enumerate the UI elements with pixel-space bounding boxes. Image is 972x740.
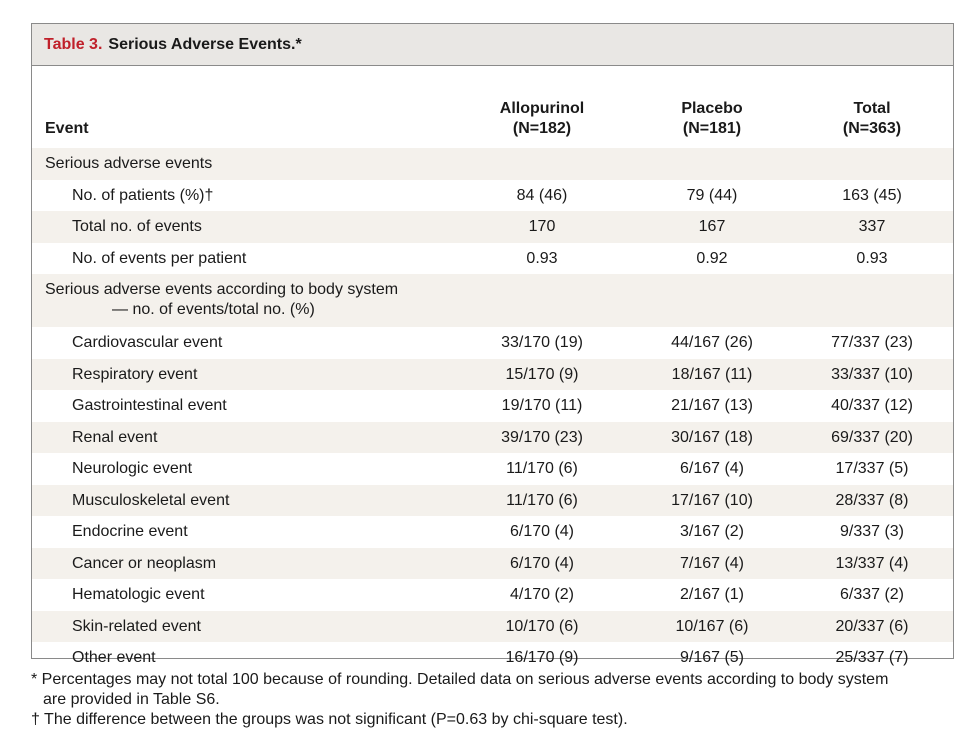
row-label: Respiratory event — [72, 365, 198, 383]
cell-total: 20/337 (6) — [835, 617, 909, 635]
cell-total: 40/337 (12) — [831, 397, 913, 414]
cell-allopurinol: 170 — [528, 218, 556, 235]
row-label: Total no. of events — [72, 218, 202, 235]
table-row: Renal event 39/170 (23) 30/167 (18) 69/3… — [32, 421, 953, 453]
header-allopurinol-n: (N=182) — [512, 120, 572, 137]
cell-total: 163 (45) — [842, 186, 902, 204]
row-label: Gastrointestinal event — [72, 397, 227, 414]
cell-placebo: 9/167 (5) — [679, 649, 745, 666]
row-label: Cancer or neoplasm — [72, 554, 217, 572]
cell-total: 0.93 — [856, 249, 888, 267]
footnote-star-continued: are provided in Table S6. — [43, 691, 220, 708]
cell-placebo: 21/167 (13) — [671, 397, 753, 414]
row-label: Endocrine event — [72, 523, 188, 540]
header-event: Event — [45, 120, 89, 137]
cell-placebo: 79 (44) — [686, 186, 738, 204]
cell-placebo: 0.92 — [696, 249, 728, 267]
cell-total: 9/337 (3) — [839, 523, 905, 540]
cell-allopurinol: 6/170 (4) — [509, 554, 575, 572]
row-label: Serious adverse events — [45, 155, 213, 172]
header-placebo-n: (N=181) — [682, 120, 742, 137]
cell-allopurinol: 84 (46) — [516, 186, 568, 204]
cell-total: 13/337 (4) — [835, 554, 909, 572]
cell-allopurinol: 4/170 (2) — [509, 586, 575, 603]
row-label: Other event — [72, 649, 156, 666]
cell-total: 337 — [858, 218, 886, 235]
header-total-name: Total — [853, 100, 891, 117]
cell-placebo: 167 — [698, 218, 726, 235]
cell-placebo: 17/167 (10) — [671, 491, 753, 509]
table-row: No. of events per patient 0.93 0.92 0.93 — [32, 243, 953, 275]
table-row: Musculoskeletal event 11/170 (6) 17/167 … — [32, 484, 953, 516]
row-label: Cardiovascular event — [72, 334, 223, 351]
cell-placebo: 44/167 (26) — [671, 334, 753, 351]
row-label: Musculoskeletal event — [72, 491, 230, 509]
table-row-section-body-system: Serious adverse events according to body… — [32, 274, 953, 327]
cell-allopurinol: 0.93 — [526, 249, 558, 267]
cell-allopurinol: 16/170 (9) — [505, 649, 579, 666]
table-row: No. of patients (%)† 84 (46) 79 (44) 163… — [32, 180, 953, 212]
table-row: Skin-related event 10/170 (6) 10/167 (6)… — [32, 610, 953, 642]
cell-placebo: 7/167 (4) — [679, 554, 745, 572]
cell-placebo: 2/167 (1) — [679, 586, 745, 603]
header-allopurinol: Allopurinol (N=182) — [472, 99, 612, 139]
cell-allopurinol: 10/170 (6) — [505, 617, 579, 635]
cell-allopurinol: 33/170 (19) — [501, 334, 583, 351]
row-label: Serious adverse events according to body… — [45, 281, 399, 298]
adverse-events-table: Table 3. Serious Adverse Events.* Event … — [31, 23, 954, 666]
row-label: Hematologic event — [72, 586, 205, 603]
table-title: Serious Adverse Events.* — [108, 35, 302, 53]
cell-allopurinol: 11/170 (6) — [506, 460, 578, 477]
cell-allopurinol: 39/170 (23) — [501, 428, 583, 446]
row-label: Neurologic event — [72, 460, 193, 477]
header-placebo-name: Placebo — [681, 100, 743, 117]
table-body: Serious adverse events No. of patients (… — [32, 148, 953, 674]
cell-total: 28/337 (8) — [835, 491, 909, 509]
table-row: Endocrine event 6/170 (4) 3/167 (2) 9/33… — [32, 516, 953, 548]
cell-placebo: 10/167 (6) — [675, 617, 749, 635]
table-number: Table 3. — [44, 35, 103, 53]
header-placebo: Placebo (N=181) — [642, 99, 782, 139]
table-row: Other event 16/170 (9) 9/167 (5) 25/337 … — [32, 642, 953, 674]
table-row: Cancer or neoplasm 6/170 (4) 7/167 (4) 1… — [32, 547, 953, 579]
footnote-dagger: † The difference between the groups was … — [31, 711, 628, 728]
cell-total: 33/337 (10) — [831, 365, 913, 383]
table-title-bar: Table 3. Serious Adverse Events.* — [32, 24, 953, 66]
table-row: Respiratory event 15/170 (9) 18/167 (11)… — [32, 358, 953, 390]
table-row-section-serious: Serious adverse events — [32, 148, 953, 180]
row-label: Skin-related event — [72, 617, 201, 635]
table-row: Cardiovascular event 33/170 (19) 44/167 … — [32, 327, 953, 359]
cell-total: 17/337 (5) — [835, 460, 909, 477]
cell-total: 6/337 (2) — [839, 586, 905, 603]
table-row: Hematologic event 4/170 (2) 2/167 (1) 6/… — [32, 579, 953, 611]
footnote-star: * Percentages may not total 100 because … — [31, 671, 889, 688]
row-label: No. of patients (%)† — [72, 186, 214, 204]
table-header: Event Allopurinol (N=182) Placebo (N=181… — [32, 66, 953, 148]
row-label: Renal event — [72, 428, 158, 446]
cell-placebo: 30/167 (18) — [671, 428, 753, 446]
header-allopurinol-name: Allopurinol — [499, 100, 585, 117]
row-label: No. of events per patient — [72, 249, 247, 267]
cell-total: 69/337 (20) — [831, 428, 913, 446]
header-total-n: (N=363) — [842, 120, 902, 137]
table-footnotes: * Percentages may not total 100 because … — [31, 670, 961, 730]
cell-placebo: 3/167 (2) — [679, 523, 745, 540]
cell-allopurinol: 15/170 (9) — [505, 365, 579, 383]
table-row: Gastrointestinal event 19/170 (11) 21/16… — [32, 390, 953, 422]
table-row: Neurologic event 11/170 (6) 6/167 (4) 17… — [32, 453, 953, 485]
cell-allopurinol: 19/170 (11) — [501, 397, 583, 414]
cell-total: 25/337 (7) — [835, 649, 909, 666]
cell-total: 77/337 (23) — [831, 334, 913, 351]
table-row: Total no. of events 170 167 337 — [32, 211, 953, 243]
cell-allopurinol: 11/170 (6) — [506, 491, 578, 509]
header-total: Total (N=363) — [802, 99, 942, 139]
cell-allopurinol: 6/170 (4) — [509, 523, 575, 540]
cell-placebo: 18/167 (11) — [671, 365, 753, 383]
cell-placebo: 6/167 (4) — [679, 460, 745, 477]
row-sublabel: — no. of events/total no. (%) — [112, 301, 315, 318]
